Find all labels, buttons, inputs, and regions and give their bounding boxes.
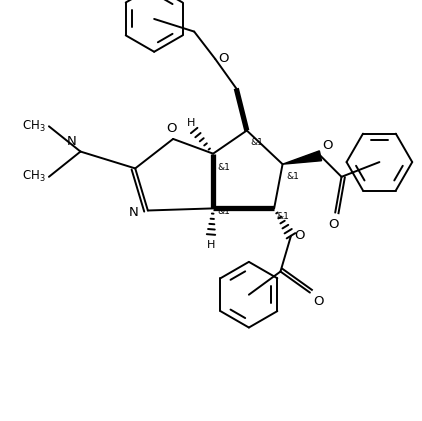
Text: CH$_3$: CH$_3$ (22, 169, 46, 184)
Text: &1: &1 (217, 163, 230, 172)
Text: N: N (129, 206, 138, 219)
Text: CH$_3$: CH$_3$ (22, 119, 46, 134)
Text: N: N (67, 135, 76, 148)
Text: H: H (187, 117, 195, 128)
Text: O: O (166, 122, 176, 135)
Text: H: H (207, 240, 215, 250)
Text: O: O (219, 53, 229, 65)
Text: &1: &1 (286, 172, 299, 181)
Text: O: O (295, 229, 305, 242)
Text: O: O (313, 295, 324, 308)
Text: &1: &1 (250, 138, 263, 147)
Text: O: O (322, 139, 333, 152)
Text: &1: &1 (276, 212, 289, 221)
Text: &1: &1 (217, 207, 230, 216)
Polygon shape (283, 151, 322, 164)
Text: O: O (328, 218, 338, 231)
